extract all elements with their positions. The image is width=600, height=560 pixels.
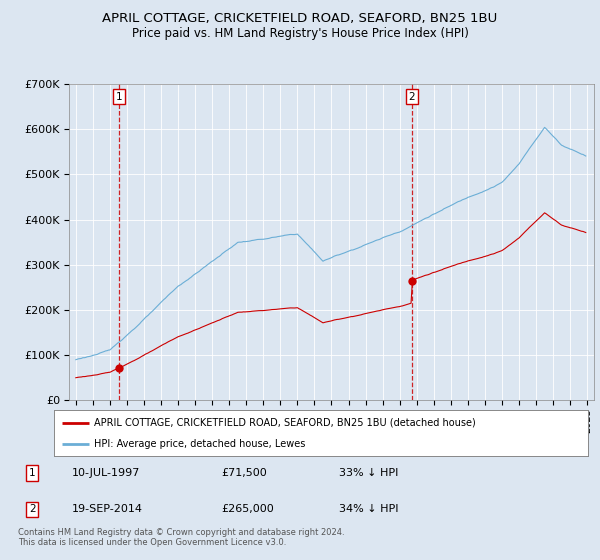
Text: 33% ↓ HPI: 33% ↓ HPI bbox=[340, 468, 399, 478]
Text: 34% ↓ HPI: 34% ↓ HPI bbox=[340, 505, 399, 515]
Text: HPI: Average price, detached house, Lewes: HPI: Average price, detached house, Lewe… bbox=[94, 439, 305, 449]
Text: £71,500: £71,500 bbox=[221, 468, 267, 478]
Text: 1: 1 bbox=[29, 468, 35, 478]
Text: 1: 1 bbox=[116, 92, 122, 102]
Text: 10-JUL-1997: 10-JUL-1997 bbox=[71, 468, 140, 478]
Text: £265,000: £265,000 bbox=[221, 505, 274, 515]
Text: 19-SEP-2014: 19-SEP-2014 bbox=[71, 505, 143, 515]
Text: 2: 2 bbox=[409, 92, 415, 102]
Text: APRIL COTTAGE, CRICKETFIELD ROAD, SEAFORD, BN25 1BU (detached house): APRIL COTTAGE, CRICKETFIELD ROAD, SEAFOR… bbox=[94, 418, 476, 428]
Text: Price paid vs. HM Land Registry's House Price Index (HPI): Price paid vs. HM Land Registry's House … bbox=[131, 27, 469, 40]
Text: 2: 2 bbox=[29, 505, 35, 515]
Text: APRIL COTTAGE, CRICKETFIELD ROAD, SEAFORD, BN25 1BU: APRIL COTTAGE, CRICKETFIELD ROAD, SEAFOR… bbox=[103, 12, 497, 25]
Text: Contains HM Land Registry data © Crown copyright and database right 2024.
This d: Contains HM Land Registry data © Crown c… bbox=[18, 528, 344, 547]
